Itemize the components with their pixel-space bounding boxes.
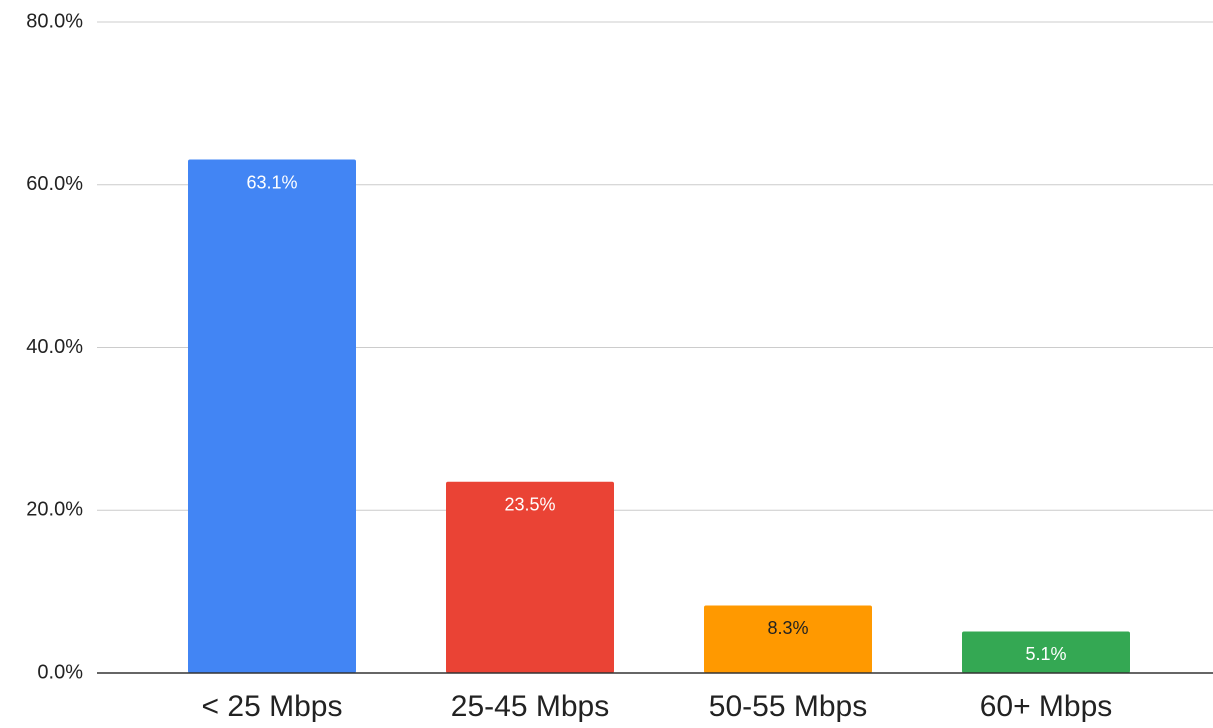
bar	[962, 631, 1130, 673]
data-label: 8.3%	[767, 618, 808, 638]
bar	[704, 605, 872, 673]
bar	[188, 159, 356, 673]
data-label: 23.5%	[504, 495, 555, 515]
y-tick-label: 60.0%	[26, 173, 83, 195]
x-tick-label: 25-45 Mbps	[451, 690, 609, 723]
y-tick-label: 0.0%	[37, 661, 83, 683]
y-tick-label: 40.0%	[26, 336, 83, 358]
data-label: 5.1%	[1025, 644, 1066, 664]
data-label: 63.1%	[246, 172, 297, 192]
x-tick-label: 50-55 Mbps	[709, 690, 867, 723]
x-tick-label: 60+ Mbps	[980, 690, 1113, 723]
bar	[446, 481, 614, 673]
x-tick-label: < 25 Mbps	[202, 690, 343, 723]
y-tick-label: 80.0%	[26, 10, 83, 32]
y-tick-label: 20.0%	[26, 499, 83, 521]
